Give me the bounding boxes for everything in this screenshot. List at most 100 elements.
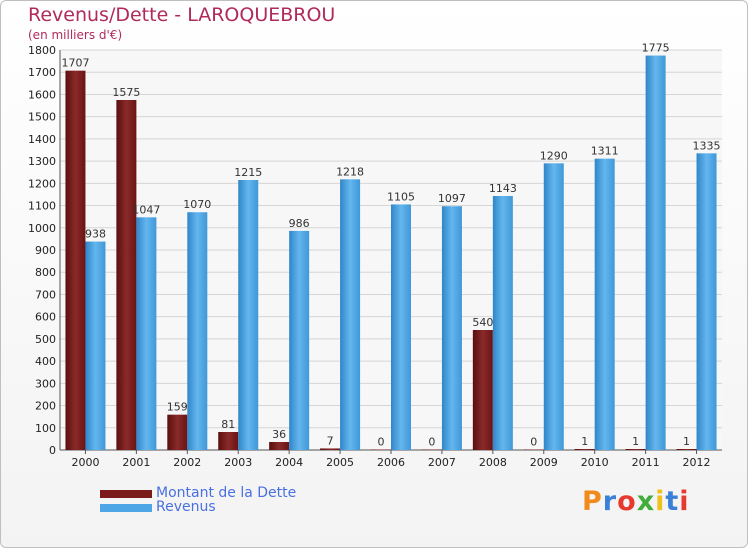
legend-swatch-revenus [100,504,152,512]
y-tick-label: 400 [35,355,56,368]
data-label-revenus: 1097 [438,192,466,205]
y-tick-label: 800 [35,266,56,279]
bar-dette [65,70,86,451]
data-label-revenus: 986 [289,217,310,230]
legend-swatch-dette [100,490,152,498]
x-tick-label: 2006 [377,456,405,469]
y-tick-label: 300 [35,377,56,390]
y-tick-label: 700 [35,288,56,301]
x-tick-label: 2009 [530,456,558,469]
logo-letter: P [582,486,603,517]
x-tick-label: 2004 [275,456,303,469]
bar-dette [269,442,290,450]
data-label-dette: 159 [167,401,188,414]
legend-label-revenus: Revenus [156,499,216,515]
data-label-revenus: 1290 [540,149,568,162]
bar-revenus [289,230,310,450]
y-tick-label: 100 [35,422,56,435]
data-label-dette: 1 [632,435,639,448]
x-tick-label: 2005 [326,456,354,469]
bar-dette [116,100,137,450]
y-tick-label: 1400 [28,133,56,146]
logo-letter: i [655,486,666,517]
data-label-revenus: 1143 [489,182,517,195]
data-label-revenus: 1775 [642,42,670,55]
x-tick-label: 2001 [122,456,150,469]
bar-revenus [543,163,564,451]
y-tick-label: 500 [35,333,56,346]
y-tick-label: 1500 [28,111,56,124]
x-tick-label: 2011 [632,456,660,469]
y-tick-label: 1100 [28,200,56,213]
x-tick-label: 2003 [224,456,252,469]
x-tick-label: 2000 [71,456,99,469]
bar-dette [320,448,341,450]
y-tick-label: 1700 [28,66,56,79]
y-tick-label: 1800 [28,44,56,57]
x-tick-label: 2008 [479,456,507,469]
logo-letter: r [602,486,618,517]
logo-letter: t [665,486,680,517]
data-label-dette: 36 [272,428,286,441]
bar-dette [472,330,493,450]
bar-dette [218,432,239,450]
data-label-revenus: 1047 [132,203,160,216]
data-label-dette: 81 [221,418,235,431]
data-label-revenus: 1335 [693,139,721,152]
x-tick-label: 2007 [428,456,456,469]
data-label-dette: 0 [530,436,537,449]
bar-revenus [594,158,615,450]
chart-subtitle: (en milliers d'€) [28,28,123,42]
data-label-dette: 1707 [61,57,89,70]
y-tick-label: 200 [35,400,56,413]
legend-item-revenus: Revenus [100,499,360,516]
data-label-dette: 0 [428,436,435,449]
data-label-revenus: 1311 [591,145,619,158]
data-label-dette: 1575 [112,86,140,99]
data-label-revenus: 1218 [336,165,364,178]
y-tick-label: 600 [35,311,56,324]
data-label-dette: 1 [683,435,690,448]
data-label-dette: 1 [581,435,588,448]
bar-dette [574,449,595,450]
legend-label-dette: Montant de la Dette [156,485,297,501]
bar-revenus [391,204,411,450]
data-label-revenus: 938 [85,228,106,241]
bar-revenus [238,180,259,450]
proxiti-logo: Proxiti [582,486,690,517]
data-label-revenus: 1070 [183,198,211,211]
data-label-revenus: 1215 [234,166,262,179]
bar-revenus [696,153,717,451]
bar-dette [523,449,544,450]
bar-dette [676,449,697,450]
data-label-dette: 0 [378,436,385,449]
legend-item-dette: Montant de la Dette [100,485,360,502]
logo-letter: i [679,486,690,517]
logo-letter: x [636,486,656,517]
bar-revenus [136,217,157,450]
chart-title: Revenus/Dette - LAROQUEBROU [28,4,336,26]
bar-revenus [187,212,208,450]
data-label-dette: 7 [327,434,334,447]
bar-revenus [85,241,106,450]
y-tick-label: 1200 [28,177,56,190]
bar-revenus [645,55,666,451]
bar-dette [625,449,646,450]
y-tick-label: 900 [35,244,56,257]
y-tick-label: 0 [49,444,56,457]
data-label-dette: 540 [472,316,493,329]
x-tick-label: 2010 [581,456,609,469]
y-tick-label: 1000 [28,222,56,235]
bar-dette [167,414,188,450]
y-tick-label: 1300 [28,155,56,168]
bar-revenus [340,179,361,451]
logo-letter: o [617,486,637,517]
bar-revenus [492,196,513,450]
x-tick-label: 2012 [683,456,711,469]
x-tick-label: 2002 [173,456,201,469]
bar-revenus [441,206,462,450]
bar-dette [421,449,442,450]
data-label-revenus: 1105 [387,190,415,203]
y-tick-label: 1600 [28,88,56,101]
